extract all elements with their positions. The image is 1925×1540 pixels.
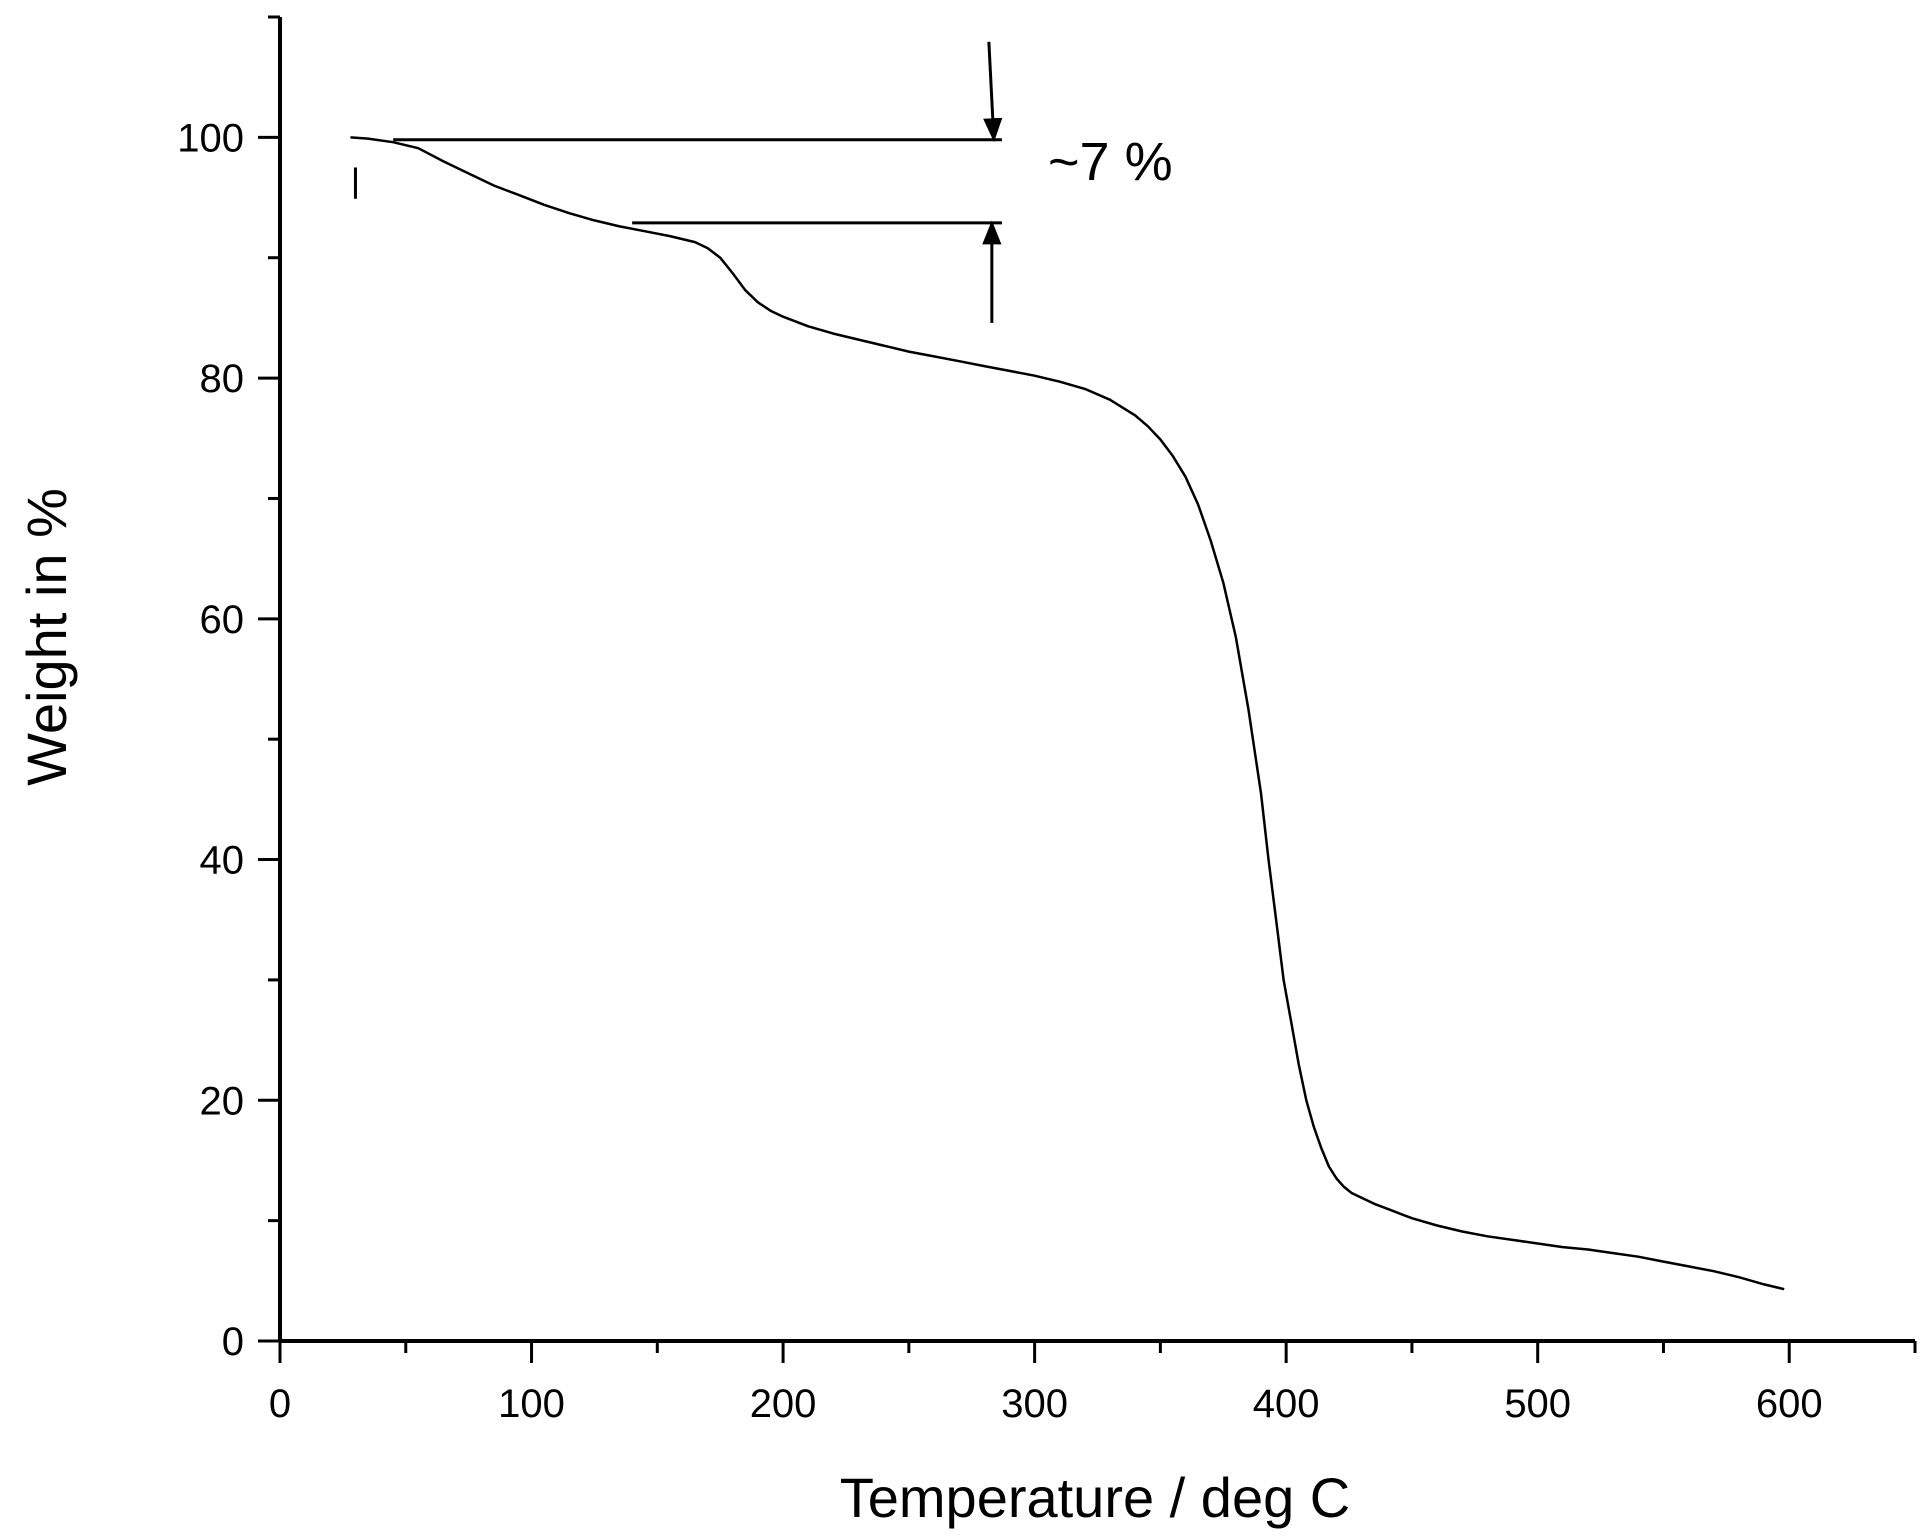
- annotation-down-arrow: [983, 41, 1003, 143]
- y-tick-label: 0: [222, 1320, 244, 1364]
- x-tick-label: 100: [498, 1382, 565, 1426]
- y-tick-label: 80: [200, 357, 245, 401]
- y-tick-label: 40: [200, 839, 245, 883]
- data-series: [350, 136, 1785, 1291]
- x-tick-label: 0: [269, 1382, 291, 1426]
- x-axis-title: Temperature / deg C: [840, 1466, 1350, 1529]
- y-tick-label: 20: [200, 1079, 245, 1123]
- x-tick-label: 400: [1253, 1382, 1320, 1426]
- series-line: [350, 136, 1785, 1291]
- x-tick-label: 500: [1504, 1382, 1571, 1426]
- axis-ticks: [258, 15, 1917, 1363]
- tick-labels: 0 100 200 300 400 500 600 0 20 40 60 80 100: [177, 116, 1822, 1426]
- axes: [278, 17, 1915, 1343]
- annotation: [353, 41, 1003, 323]
- y-tick-label: 100: [177, 116, 244, 160]
- y-tick-label: 60: [200, 598, 245, 642]
- annotation-label: ~7 %: [1048, 132, 1173, 192]
- x-tick-label: 300: [1001, 1382, 1068, 1426]
- x-tick-label: 600: [1756, 1382, 1823, 1426]
- x-tick-label: 200: [750, 1382, 817, 1426]
- y-axis-title: Weight in %: [15, 488, 78, 786]
